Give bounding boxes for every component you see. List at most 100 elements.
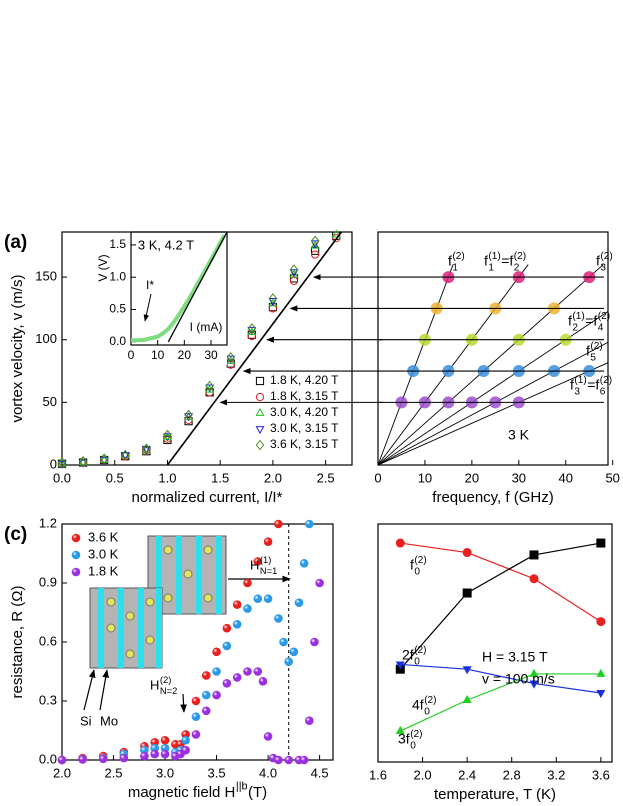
- series-label: f (2)0: [410, 555, 427, 578]
- y-tick-label: 1.5: [109, 237, 126, 251]
- y-tick-label: 0.6: [39, 633, 57, 648]
- label-text: 0: [424, 707, 430, 718]
- series-line: [400, 542, 602, 623]
- annotation-arrow: [83, 669, 96, 711]
- x-axis-label: I (mA): [190, 320, 223, 334]
- annotation: H = 3.15 T: [482, 649, 548, 665]
- marker: [596, 668, 606, 677]
- marker: [140, 745, 149, 755]
- marker: [294, 598, 304, 607]
- legend-marker: [255, 392, 265, 402]
- x-tick-label: 10: [418, 470, 432, 485]
- marker: [99, 454, 109, 463]
- marker: [596, 617, 606, 627]
- annotation-arrow: [99, 669, 110, 711]
- label-text: (1): [488, 251, 500, 262]
- marker: [140, 751, 149, 761]
- marker: [181, 736, 190, 745]
- label-text: (2): [414, 645, 426, 656]
- legend-marker: [255, 407, 265, 416]
- marker: [263, 594, 273, 604]
- legend-label: 1.8 K, 4.20 T: [270, 373, 339, 387]
- x-tick-label: 1.0: [158, 470, 176, 485]
- x-tick-label: 0.0: [53, 470, 71, 485]
- marker: [222, 641, 232, 651]
- x-axis-label: normalized current, I/I*: [132, 489, 283, 506]
- marker: [315, 578, 324, 588]
- x-tick-label: 1.5: [211, 470, 229, 485]
- x-tick-label: 2.0: [53, 765, 71, 780]
- series-line: [130, 234, 227, 343]
- marker: [305, 519, 314, 529]
- marker: [57, 755, 67, 765]
- marker: [395, 538, 405, 548]
- inset-background: [92, 233, 227, 365]
- plot-frame: [377, 231, 609, 466]
- marker: [596, 690, 606, 699]
- x-tick-label: 30: [512, 470, 526, 485]
- marker: [163, 434, 172, 443]
- marker: [279, 637, 288, 647]
- x-tick-label: 2.0: [264, 470, 282, 485]
- marker: [78, 455, 88, 467]
- label-text: (2): [600, 375, 612, 386]
- y-axis-label: resistance, R (Ω): [9, 586, 26, 699]
- x-tick-label: 50: [605, 470, 619, 485]
- marker: [284, 755, 293, 765]
- marker: [243, 578, 252, 588]
- label-text: 6: [600, 387, 606, 398]
- label-text: (T): [248, 784, 267, 801]
- marker: [226, 351, 235, 363]
- label-text: f: [410, 557, 414, 573]
- legend-marker: [255, 439, 265, 451]
- label-text: N=2: [160, 686, 177, 696]
- label-text: (2): [590, 341, 602, 352]
- label-text: (1): [574, 375, 586, 386]
- label-text: (2): [452, 251, 464, 262]
- label-text: N=1: [260, 566, 277, 576]
- marker: [305, 716, 314, 725]
- marker: [222, 679, 232, 688]
- marker: [232, 600, 242, 609]
- line-label: f (1)3 = f (2)6: [570, 375, 612, 398]
- line-label: f (2)5: [586, 341, 603, 364]
- legend-marker: [71, 550, 81, 560]
- label-text: V (V): [96, 254, 110, 281]
- x-tick-label: 3.5: [208, 765, 226, 780]
- marker: [98, 754, 108, 764]
- marker: [253, 667, 263, 676]
- marker: [332, 234, 341, 243]
- y-tick-label: 0.5: [109, 302, 126, 316]
- series-line: [400, 673, 601, 732]
- label-text: =: [585, 313, 593, 329]
- label-text: 4f: [412, 697, 424, 713]
- label-text: f: [448, 253, 452, 269]
- label-text: frequency, f (GHz): [432, 489, 553, 506]
- label-text: (1): [260, 555, 271, 565]
- y-tick-label: 0: [50, 456, 57, 471]
- label-text: I (mA): [190, 320, 223, 334]
- legend-label: 3.0 K, 4.20 T: [270, 405, 339, 419]
- label-text: (2): [598, 311, 610, 322]
- annotation: H (2)N=2: [150, 675, 177, 696]
- marker: [205, 380, 214, 392]
- label-text: =: [501, 253, 509, 269]
- legend-label: 1.8 K: [88, 563, 119, 578]
- label-text: 1: [488, 263, 494, 274]
- x-axis-label: temperature, T (K): [434, 786, 556, 803]
- x-tick-label: 2.5: [317, 470, 335, 485]
- marker: [529, 668, 539, 677]
- x-tick-label: 3.2: [547, 767, 565, 782]
- x-tick-label: 3.6: [592, 767, 610, 782]
- marker: [289, 264, 299, 275]
- label-text: temperature, T (K): [434, 786, 556, 803]
- marker: [120, 452, 130, 461]
- x-tick-label: 2.0: [414, 767, 432, 782]
- legend-marker: [255, 376, 265, 386]
- x-tick-label: 40: [559, 470, 573, 485]
- label-text: (2): [424, 695, 436, 706]
- annotation: H (1)N=1: [250, 555, 277, 576]
- annotation: Mo: [100, 713, 118, 728]
- label-text: normalized current, I/I*: [132, 489, 283, 506]
